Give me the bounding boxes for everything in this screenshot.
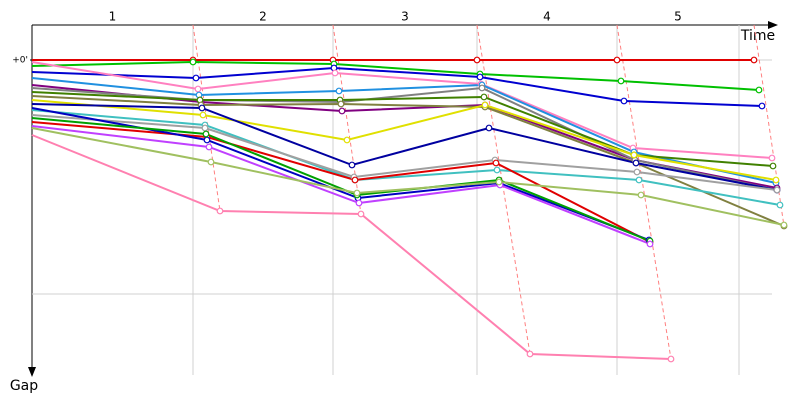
y-arrow [28,367,36,377]
point [338,107,346,115]
point [773,186,781,194]
point [478,84,486,92]
series-line [31,127,785,226]
point [331,69,339,77]
y-label: Gap [10,378,38,394]
point [768,154,776,162]
point [198,104,206,112]
lap-label: 4 [543,10,551,24]
point [348,161,356,169]
point [485,124,493,132]
series-line [31,84,778,189]
series-line [31,134,672,360]
series-line [31,95,785,227]
point [772,176,780,184]
lap-connector [332,24,362,215]
point [637,191,645,199]
series-line [31,66,763,107]
point [646,240,654,248]
point [207,158,215,166]
lap-label: 3 [401,10,409,24]
point [776,201,784,209]
series-line [31,109,781,206]
point [351,176,359,184]
lap-connector [753,24,785,227]
point [769,162,777,170]
point [335,87,343,95]
point [205,143,213,151]
point [480,93,488,101]
point [473,56,481,64]
point [613,56,621,64]
point [780,221,788,229]
point [755,86,763,94]
lap-connector [192,24,221,212]
series-line [31,103,778,191]
point [476,73,484,81]
point [343,136,351,144]
point [201,124,209,132]
point [758,102,766,110]
point [355,199,363,207]
series-line [31,91,774,167]
lap-label: 2 [259,10,267,24]
y-tick-label: +0' [12,56,28,66]
point [192,74,200,82]
point [632,159,640,167]
point [199,111,207,119]
point [203,136,211,144]
series-line [31,114,778,191]
point [357,210,365,218]
lap-connector [616,24,672,360]
point [493,166,501,174]
lap-label: 1 [109,10,117,24]
point [481,101,489,109]
x-arrow [768,21,778,29]
point [667,355,675,363]
point [194,85,202,93]
point [526,350,534,358]
point [633,168,641,176]
series-line [31,77,777,184]
series-line [31,61,773,159]
point [630,151,638,159]
point [202,130,210,138]
point [492,159,500,167]
point [617,77,625,85]
point [189,58,197,66]
point [216,207,224,215]
series-line [31,60,760,91]
point [750,56,758,64]
x-label: Time [740,28,775,44]
series-line [31,121,651,243]
point [635,176,643,184]
point [353,189,361,197]
point [337,100,345,108]
lap-label: 5 [674,10,682,24]
series-line [31,99,777,181]
point [495,178,503,186]
point [620,97,628,105]
